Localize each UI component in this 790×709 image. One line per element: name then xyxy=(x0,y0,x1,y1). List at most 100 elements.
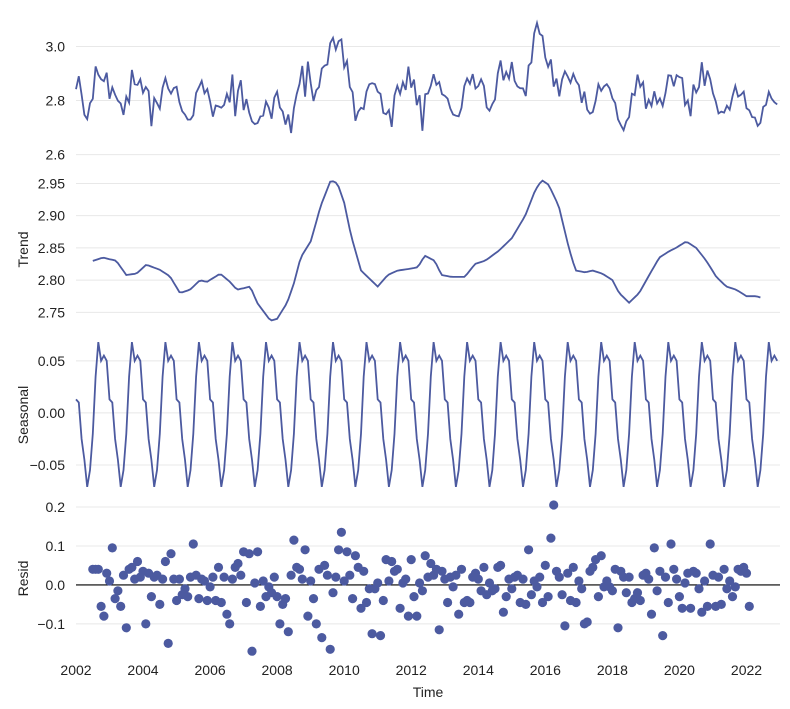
resid-point xyxy=(409,592,419,602)
resid-point xyxy=(141,619,151,629)
series-line-observed xyxy=(75,19,778,134)
resid-point xyxy=(727,592,738,602)
resid-point xyxy=(174,574,184,584)
resid-point xyxy=(401,574,411,584)
x-tick-label: 2004 xyxy=(127,662,158,678)
resid-point xyxy=(649,543,659,553)
resid-point xyxy=(392,564,402,574)
resid-point xyxy=(269,572,279,582)
resid-point xyxy=(255,601,265,612)
resid-point xyxy=(403,611,413,621)
resid-point xyxy=(166,549,176,559)
resid-point xyxy=(116,601,126,612)
resid-point xyxy=(146,592,156,602)
resid-point xyxy=(110,594,120,604)
y-tick-label: 0.1 xyxy=(46,538,66,554)
x-tick-label: 2012 xyxy=(396,662,427,678)
resid-point xyxy=(571,597,581,608)
resid-point xyxy=(624,572,634,582)
resid-point xyxy=(473,574,483,584)
resid-point xyxy=(258,576,268,586)
resid-point xyxy=(484,578,495,588)
resid-point xyxy=(705,539,715,549)
x-tick-label: 2018 xyxy=(597,662,628,678)
resid-point xyxy=(490,584,500,594)
resid-point xyxy=(543,592,553,602)
resid-point xyxy=(163,638,173,649)
resid-point xyxy=(331,572,341,582)
resid-point xyxy=(225,619,235,629)
resid-point xyxy=(501,592,511,602)
resid-point xyxy=(194,594,204,604)
resid-point xyxy=(496,560,506,571)
resid-point xyxy=(334,545,344,555)
resid-point xyxy=(306,576,316,586)
y-tick-label: 2.90 xyxy=(38,208,65,224)
resid-point xyxy=(507,584,517,594)
resid-point xyxy=(373,578,383,588)
y-tick-label: −0.1 xyxy=(37,616,65,632)
x-tick-label: 2008 xyxy=(262,662,293,678)
resid-point xyxy=(104,576,115,586)
panel-observed: 2.6 2.8 3.0 xyxy=(46,19,780,163)
resid-point xyxy=(96,601,106,612)
resid-point xyxy=(328,588,338,598)
resid-point xyxy=(367,629,377,639)
x-tick-label: 2016 xyxy=(530,662,561,678)
series-line-seasonal xyxy=(75,341,778,488)
resid-point xyxy=(577,584,587,594)
resid-point xyxy=(454,609,464,619)
resid-point xyxy=(93,564,103,574)
resid-point xyxy=(697,607,707,617)
resid-point xyxy=(275,619,285,629)
resid-point xyxy=(180,584,190,594)
resid-point xyxy=(420,551,430,561)
resid-point xyxy=(378,595,388,606)
resid-point xyxy=(554,572,564,582)
resid-point xyxy=(560,621,570,631)
panels-layer: 2.6 2.8 3.0 2.75 2.80 2.85 2.90 2.95 Trend −0.05 0… xyxy=(15,19,780,656)
resid-point xyxy=(451,570,461,580)
resid-point xyxy=(322,570,332,580)
resid-point xyxy=(320,560,330,571)
resid-point xyxy=(118,570,129,580)
panel-resid: −0.1 0.0 0.1 0.2 Resid xyxy=(15,499,780,656)
resid-point xyxy=(172,595,182,606)
resid-point xyxy=(546,533,556,543)
resid-point xyxy=(350,551,360,561)
resid-point xyxy=(443,597,453,608)
y-tick-label: −0.05 xyxy=(30,457,66,473)
resid-point xyxy=(99,611,109,621)
resid-point xyxy=(456,564,467,574)
resid-point xyxy=(426,558,436,569)
panel-trend: 2.75 2.80 2.85 2.90 2.95 Trend xyxy=(15,175,780,322)
resid-point xyxy=(227,574,237,584)
resid-point xyxy=(308,594,319,604)
resid-point xyxy=(247,646,257,656)
resid-point xyxy=(325,644,335,654)
panel-seasonal: −0.05 0.00 0.05 Seasonal xyxy=(15,341,780,488)
resid-point xyxy=(250,578,260,588)
resid-point xyxy=(744,601,754,612)
resid-point xyxy=(498,607,508,617)
resid-point xyxy=(387,556,397,567)
resid-point xyxy=(574,576,584,586)
y-tick-label: 0.0 xyxy=(46,577,66,593)
resid-point xyxy=(658,631,668,641)
resid-point xyxy=(741,568,752,578)
resid-point xyxy=(356,603,366,613)
resid-point xyxy=(568,562,578,573)
resid-point xyxy=(596,551,606,561)
resid-point xyxy=(549,500,559,510)
resid-point xyxy=(700,576,710,586)
y-tick-label: 0.00 xyxy=(38,405,65,421)
resid-point xyxy=(646,609,657,619)
resid-point xyxy=(336,527,346,537)
resid-point xyxy=(722,584,732,594)
y-tick-label: 0.2 xyxy=(46,499,66,515)
resid-point xyxy=(297,574,307,584)
resid-point xyxy=(253,547,263,557)
resid-point xyxy=(107,543,117,553)
resid-point xyxy=(686,603,696,613)
